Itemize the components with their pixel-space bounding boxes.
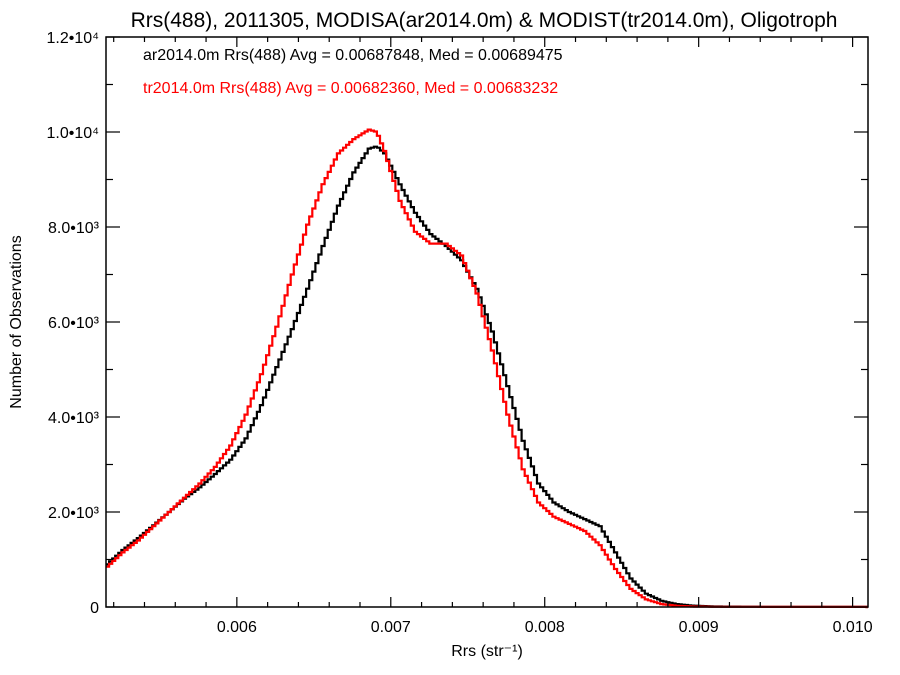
x-tick-label: 0.010 <box>833 619 873 636</box>
y-tick-label: 1.2•10⁴ <box>46 30 99 47</box>
y-tick-label: 6.0•10³ <box>48 315 100 332</box>
y-tick-label: 4.0•10³ <box>48 410 100 427</box>
x-axis: 0.006 0.007 0.008 0.009 0.010 <box>113 37 873 636</box>
y-axis: 0 2.0•10³ 4.0•10³ 6.0•10³ 8.0•10³ 1.0•10⁴ 1.2•… <box>46 30 868 617</box>
x-tick-label: 0.006 <box>217 619 257 636</box>
plot-area <box>106 128 868 609</box>
y-axis-label: Number of Observations <box>8 235 25 408</box>
y-tick-label: 8.0•10³ <box>48 220 100 237</box>
y-tick-label: 2.0•10³ <box>48 505 100 522</box>
y-tick-label: 1.0•10⁴ <box>46 125 99 142</box>
x-axis-label: Rrs (str⁻¹) <box>451 643 523 660</box>
series-line-1 <box>106 128 868 609</box>
legend-entry-ar2014: ar2014.0m Rrs(488) Avg = 0.00687848, Med… <box>143 47 563 64</box>
legend: ar2014.0m Rrs(488) Avg = 0.00687848, Med… <box>143 47 563 97</box>
y-tick-label: 0 <box>90 600 99 617</box>
series-line-0 <box>106 145 868 609</box>
x-tick-label: 0.008 <box>525 619 565 636</box>
x-tick-label: 0.009 <box>679 619 719 636</box>
x-tick-label: 0.007 <box>371 619 411 636</box>
legend-entry-tr2014: tr2014.0m Rrs(488) Avg = 0.00682360, Med… <box>143 80 558 97</box>
chart-title: Rrs(488), 2011305, MODISA(ar2014.0m) & M… <box>131 9 838 32</box>
